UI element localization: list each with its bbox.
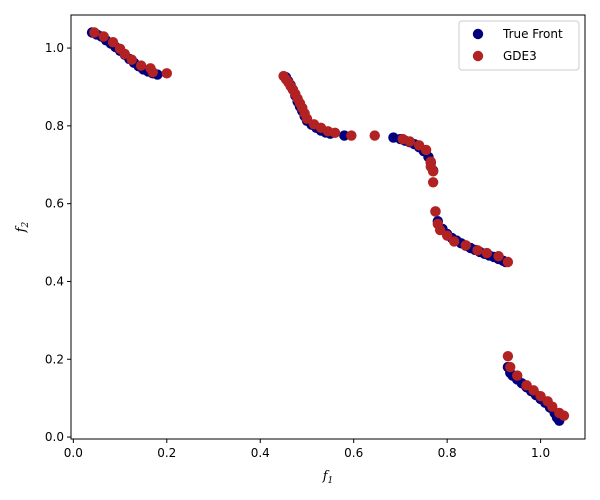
y-tick-label: 0.6 — [45, 197, 64, 211]
x-tick-label: 0.6 — [344, 446, 363, 460]
gde3-point — [346, 130, 357, 141]
y-tick-label: 0.8 — [45, 119, 64, 133]
gde3-point — [441, 230, 453, 241]
y-axis-label-main: f — [14, 225, 29, 233]
gde3-point — [329, 127, 341, 139]
x-axis-label-sub: 1 — [328, 476, 334, 486]
y-axis-label: f2 — [14, 221, 31, 233]
y-axis-label-sub: 2 — [21, 221, 31, 228]
y-tick-label: 1.0 — [45, 41, 64, 55]
y-tick-label: 0.4 — [45, 274, 64, 288]
plot-area — [70, 14, 586, 440]
gde3-points — [89, 27, 570, 421]
legend: True Front GDE3 — [458, 20, 580, 71]
x-tick-label: 0.4 — [251, 446, 270, 460]
legend-label-true-front: True Front — [502, 27, 563, 41]
gde3-point — [502, 256, 514, 268]
y-tick-label: 0.2 — [45, 352, 64, 366]
gde3-point — [472, 245, 483, 256]
gde3-point — [147, 66, 158, 78]
legend-marker-gde3 — [472, 50, 484, 62]
gde3-point — [505, 361, 516, 373]
x-tick-label: 0.8 — [438, 446, 457, 460]
x-tick-label: 0.0 — [64, 446, 83, 460]
x-tick-label: 1.0 — [531, 446, 550, 460]
gde3-point — [547, 401, 558, 412]
gde3-point — [512, 370, 523, 381]
gde3-point — [427, 177, 439, 188]
axis-ticks: 0.0 0.2 0.4 0.6 0.8 1.0 0.0 0.2 0.4 0.6 0.8 1.0 — [45, 41, 550, 460]
gde3-point — [430, 206, 441, 217]
gde3-point — [135, 60, 147, 71]
y-tick-label: 0.0 — [45, 430, 64, 444]
gde3-point — [481, 247, 493, 259]
legend-marker-true-front — [472, 28, 484, 40]
gde3-point — [434, 224, 446, 236]
true-front-points — [86, 27, 565, 426]
gde3-point — [107, 37, 119, 48]
gde3-point — [369, 130, 380, 141]
gde3-point — [126, 54, 137, 65]
x-axis-label: f1 — [322, 469, 334, 486]
gde3-point — [558, 410, 570, 421]
gde3-point — [502, 350, 514, 362]
gde3-point — [528, 385, 539, 396]
gde3-point — [161, 68, 172, 79]
x-axis-label-main: f — [322, 469, 330, 484]
x-tick-label: 0.2 — [157, 446, 176, 460]
gde3-point — [448, 236, 460, 247]
gde3-point — [493, 250, 504, 262]
gde3-point — [98, 31, 109, 42]
gde3-point — [301, 113, 313, 125]
legend-box — [458, 20, 580, 71]
gde3-point — [460, 240, 472, 251]
gde3-point — [420, 144, 432, 156]
gde3-point — [119, 48, 130, 60]
gde3-point — [404, 136, 415, 147]
gde3-point — [89, 27, 100, 38]
gde3-point — [427, 166, 439, 177]
legend-label-gde3: GDE3 — [503, 49, 537, 63]
